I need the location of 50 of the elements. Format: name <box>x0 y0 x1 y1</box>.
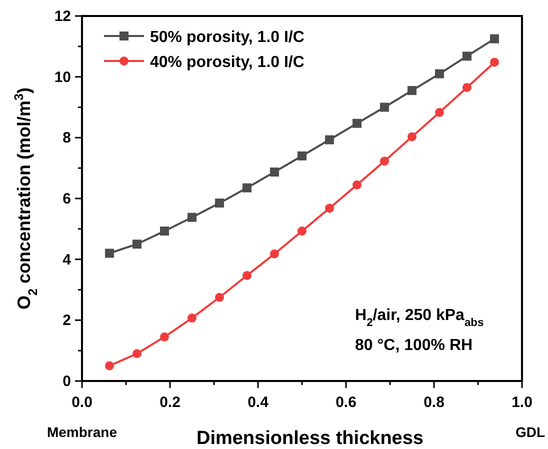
point <box>352 180 362 190</box>
point <box>408 86 416 96</box>
y-tick-label: 0 <box>62 373 71 390</box>
point <box>160 226 169 236</box>
text: GDL <box>515 424 546 440</box>
x-tick-label: 1.0 <box>512 394 532 411</box>
point <box>380 102 389 112</box>
point <box>352 118 362 128</box>
x-axis-title: Dimensionless thickness <box>196 428 424 449</box>
point <box>380 156 389 166</box>
point <box>188 314 196 323</box>
x-tick-label: 0.8 <box>424 394 444 411</box>
point <box>215 198 224 208</box>
point <box>490 34 499 44</box>
x-tick-label: 0.6 <box>336 394 356 411</box>
point <box>270 168 279 177</box>
point <box>462 52 472 61</box>
y-tick-label: 2 <box>62 312 71 330</box>
point <box>298 226 306 236</box>
legend-label: 50% porosity, 1.0 I/C <box>150 29 305 46</box>
point <box>408 132 416 142</box>
annotation: H$_{2}$/air, 250 kPa$_{abs}$ <box>355 307 484 329</box>
x-tick-label: 0.2 <box>160 394 180 411</box>
point <box>215 292 224 302</box>
legend-label: 40% porosity, 1.0 I/C <box>150 54 305 71</box>
point <box>242 270 252 280</box>
point <box>325 204 334 213</box>
point <box>462 82 472 92</box>
point <box>490 58 499 67</box>
y-tick-label: 8 <box>62 130 71 147</box>
y-tick-label: 10 <box>54 68 71 86</box>
point <box>270 249 279 258</box>
text: Membrane <box>46 424 118 440</box>
point <box>105 361 114 370</box>
point <box>160 332 169 342</box>
point <box>132 349 142 358</box>
point <box>435 69 444 78</box>
y-tick-label: 12 <box>54 8 71 25</box>
point <box>132 240 142 249</box>
y-tick-label: 6 <box>62 190 71 208</box>
annotation: 80 °C, 100% RH <box>355 337 473 354</box>
y-tick-label: 4 <box>62 251 72 268</box>
point <box>242 183 252 192</box>
point <box>298 151 306 160</box>
x-tick-label: 0.0 <box>72 394 92 411</box>
x-tick-label: 0.4 <box>248 394 270 411</box>
point <box>188 212 196 222</box>
point <box>435 108 444 117</box>
point <box>105 248 114 258</box>
point <box>325 135 334 144</box>
